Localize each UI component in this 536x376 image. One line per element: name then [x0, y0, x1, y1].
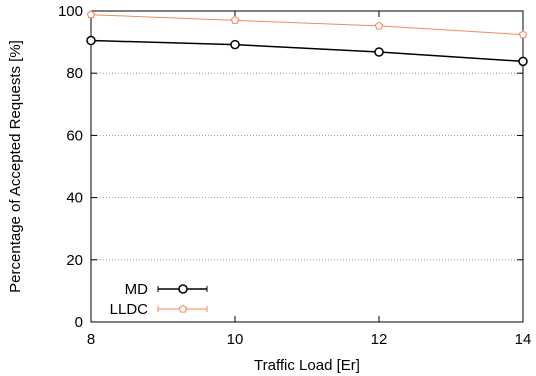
data-point-lldc — [374, 21, 384, 30]
legend: MD LLDC — [110, 281, 208, 318]
axis-ticks: 0 20 40 60 80 100 8 10 12 14 — [58, 3, 531, 348]
data-point-md — [374, 47, 384, 57]
x-tick-label: 12 — [371, 331, 388, 348]
data-point-md — [518, 56, 528, 67]
data-series — [86, 10, 528, 67]
series-line-md — [90, 39, 524, 63]
y-tick-label: 0 — [75, 314, 83, 331]
x-tick-label: 10 — [227, 331, 244, 348]
y-tick-label: 20 — [66, 252, 83, 269]
data-point-lldc — [230, 15, 240, 24]
series-md — [86, 35, 528, 67]
data-point-lldc — [86, 10, 96, 19]
grid-lines — [91, 72, 523, 261]
series-lldc — [86, 10, 528, 39]
legend-marker-md — [178, 284, 188, 294]
x-axis-label: Traffic Load [Er] — [254, 357, 360, 374]
y-axis-label: Percentage of Accepted Requests [%] — [7, 40, 24, 293]
y-tick-label: 60 — [66, 127, 83, 144]
legend-label-md: MD — [125, 281, 148, 298]
data-point-md — [86, 35, 96, 46]
y-tick-label: 100 — [58, 3, 83, 20]
y-tick-label: 80 — [66, 65, 83, 82]
data-point-md — [230, 39, 240, 50]
plot-area-frame — [90, 10, 524, 323]
x-tick-label: 8 — [87, 331, 95, 348]
series-line-lldc — [90, 14, 524, 36]
y-tick-label: 40 — [66, 190, 83, 207]
data-point-lldc — [518, 30, 528, 39]
legend-label-lldc: LLDC — [110, 301, 149, 318]
legend-marker-lldc — [178, 304, 188, 313]
x-tick-label: 14 — [515, 331, 532, 348]
